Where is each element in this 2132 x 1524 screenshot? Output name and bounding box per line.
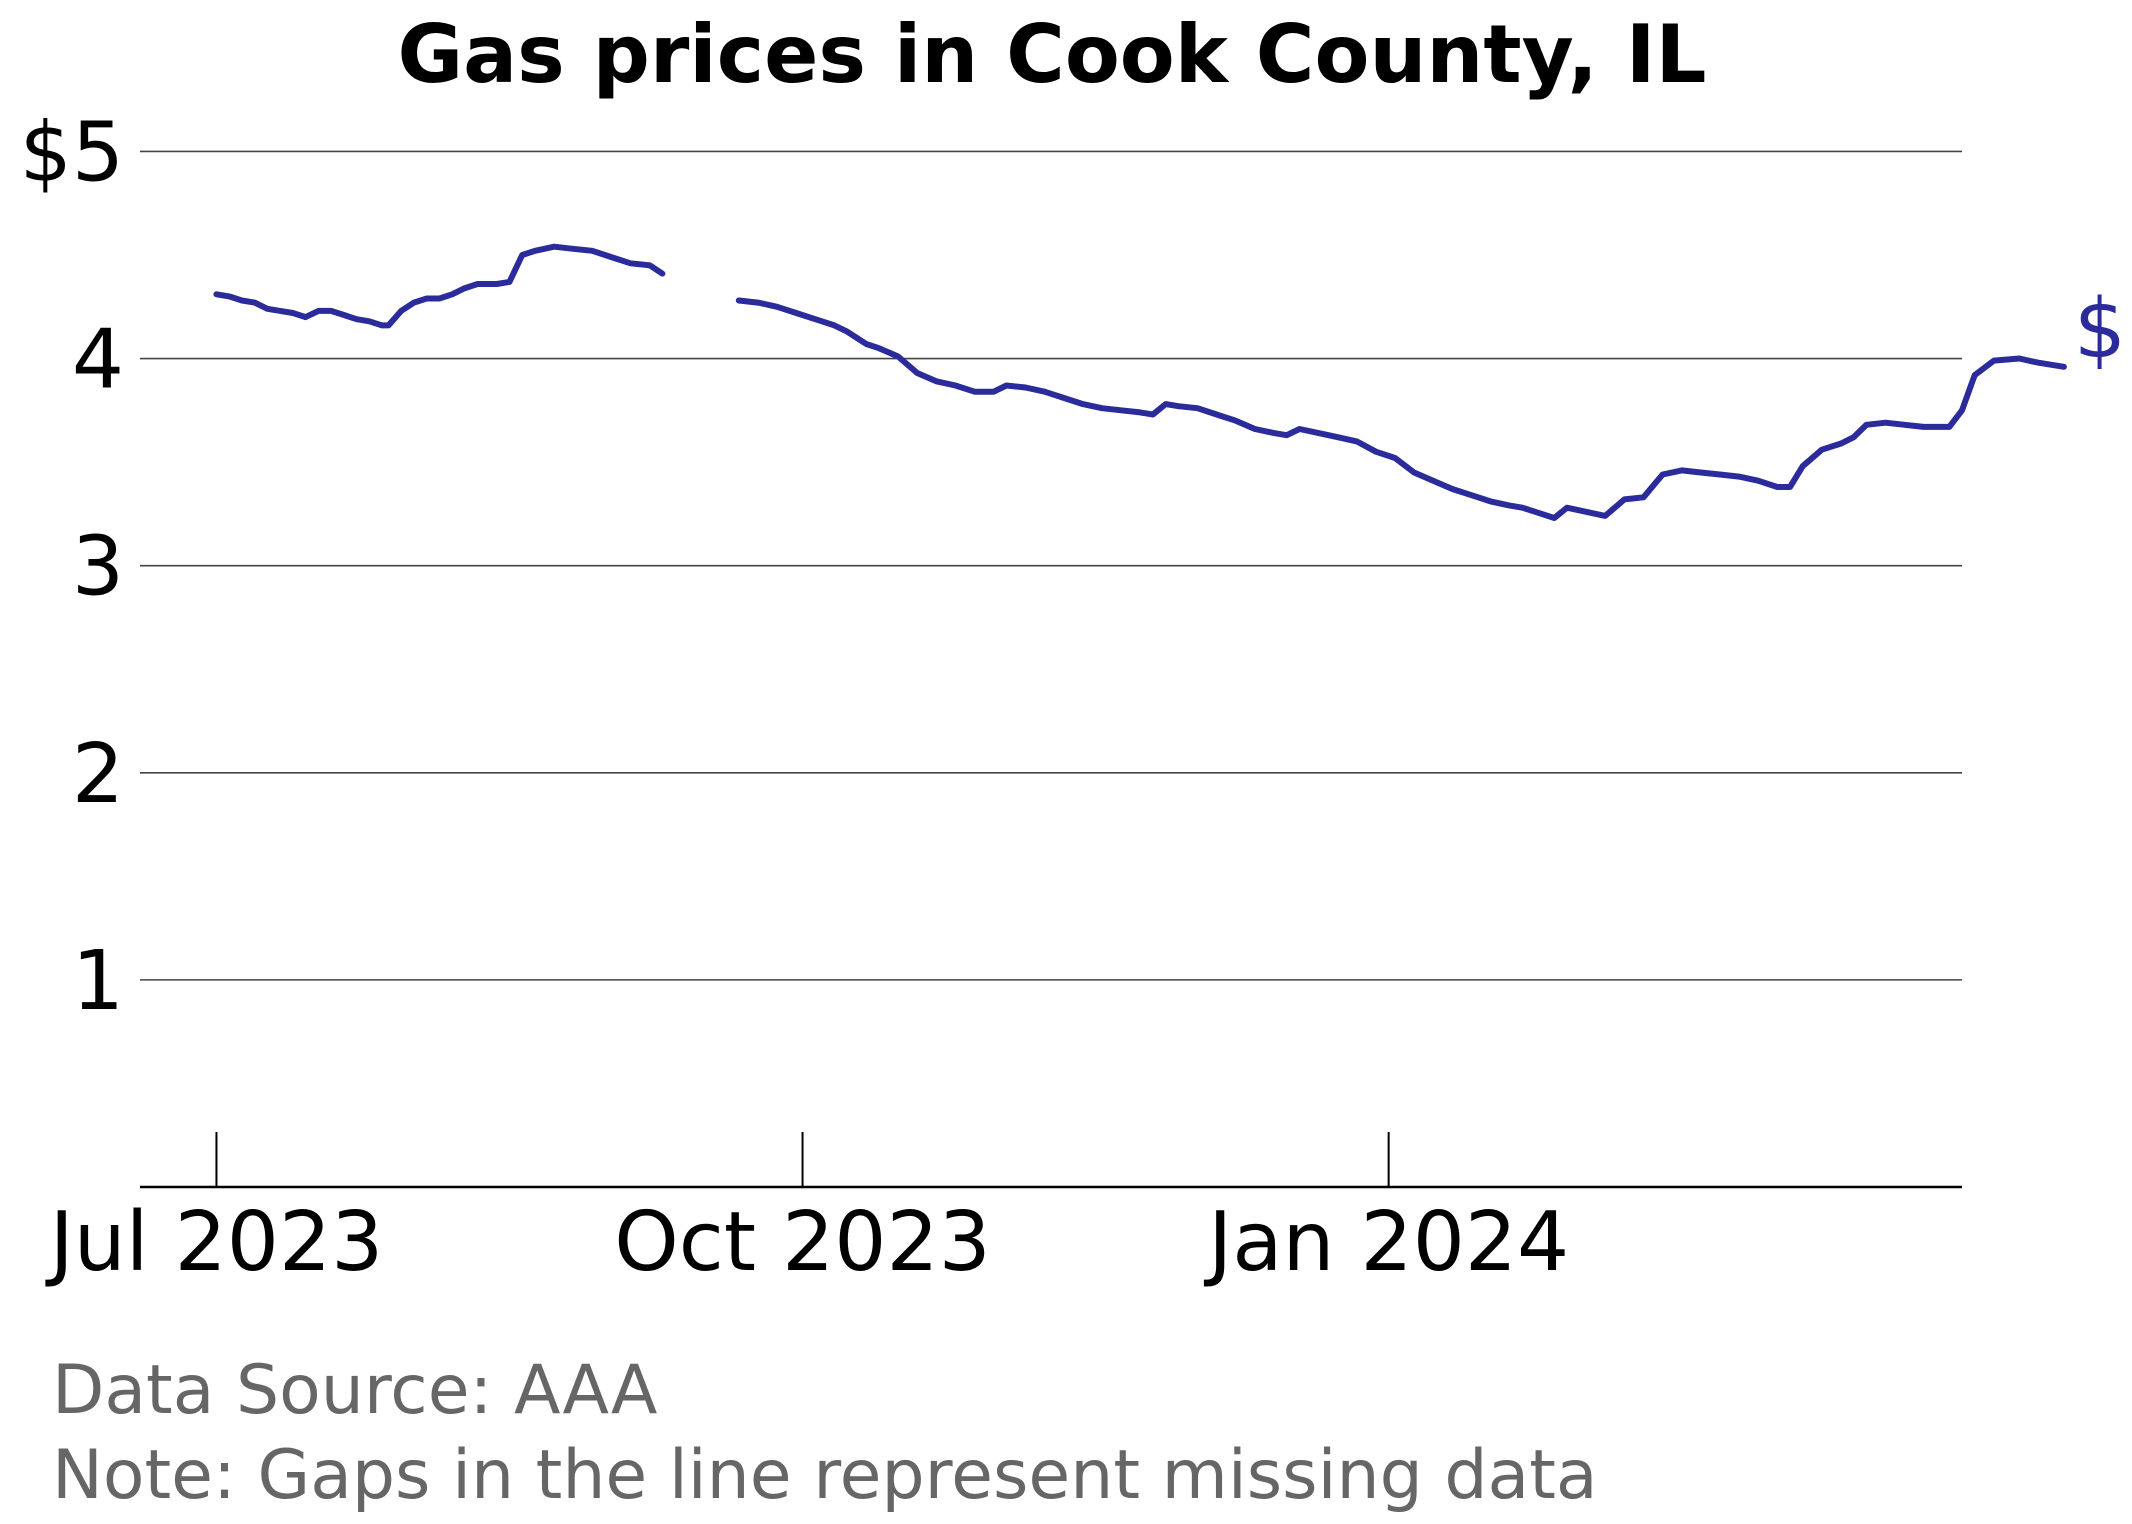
price-line-segment-1 xyxy=(213,243,666,329)
data-source-note: Data Source: AAA xyxy=(52,1351,657,1430)
gridlines xyxy=(140,150,1962,981)
y-axis-tick-labels: 1 2 3 4 $5 xyxy=(20,105,124,1028)
x-tick-label-2023-07-01: Jul 2023 xyxy=(45,1195,384,1290)
y-tick-label-3: 3 xyxy=(72,520,124,615)
x-tick-label-2024-01-01: Jan 2024 xyxy=(1203,1195,1569,1290)
y-tick-label-5: $5 xyxy=(20,105,124,200)
missing-data-note: Note: Gaps in the line represent missing… xyxy=(52,1436,1598,1515)
price-series xyxy=(213,243,2067,521)
x-axis-ticks: Jul 2023 Oct 2023 Jan 2024 xyxy=(45,1132,1569,1290)
y-tick-label-2: 2 xyxy=(72,727,124,822)
latest-price-label: $3.96 xyxy=(2074,282,2132,377)
y-tick-label-1: 1 xyxy=(72,934,124,1029)
price-line-segment-2 xyxy=(735,297,2067,521)
y-tick-label-4: 4 xyxy=(72,313,124,408)
x-tick-label-2023-10-01: Oct 2023 xyxy=(614,1195,991,1290)
chart-title: Gas prices in Cook County, IL xyxy=(397,8,1706,101)
